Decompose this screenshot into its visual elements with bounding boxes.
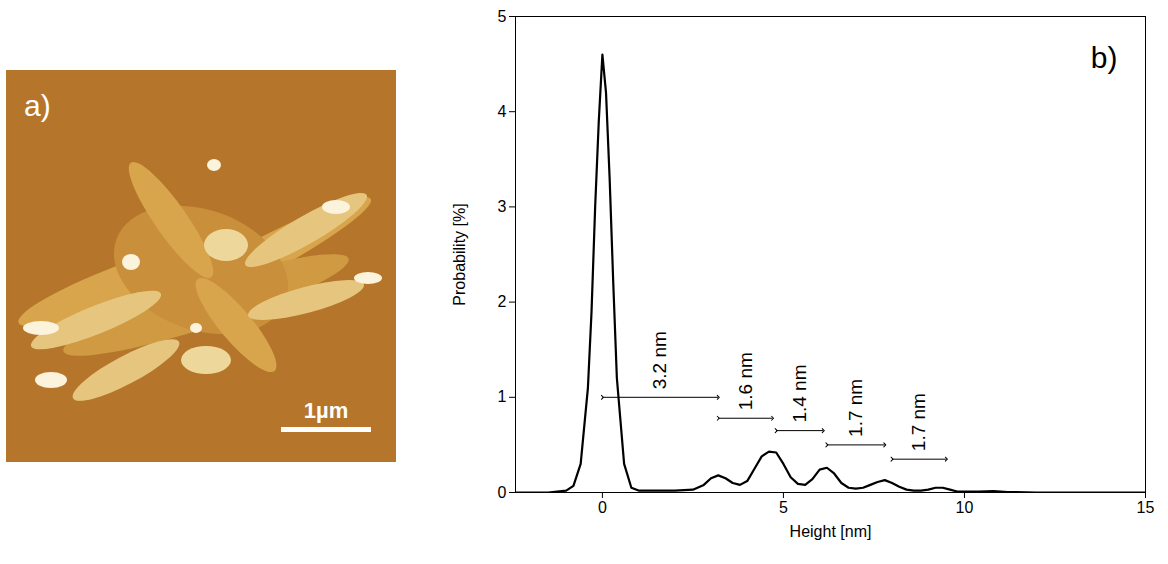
svg-text:Probability [%]: Probability [%] — [451, 203, 468, 305]
svg-text:1.6 nm: 1.6 nm — [734, 352, 755, 410]
svg-text:10: 10 — [956, 499, 974, 516]
svg-text:1µm: 1µm — [304, 398, 348, 423]
svg-text:1.7 nm: 1.7 nm — [908, 393, 929, 451]
svg-text:3.2 nm: 3.2 nm — [649, 331, 670, 389]
svg-text:15: 15 — [1137, 499, 1155, 516]
svg-text:0: 0 — [498, 484, 507, 501]
svg-text:b): b) — [1091, 41, 1118, 74]
svg-text:1.4 nm: 1.4 nm — [789, 365, 810, 423]
svg-text:0: 0 — [598, 499, 607, 516]
svg-text:2: 2 — [498, 293, 507, 310]
svg-text:1.7 nm: 1.7 nm — [845, 379, 866, 437]
svg-text:3: 3 — [498, 198, 507, 215]
svg-text:1: 1 — [498, 388, 507, 405]
svg-text:Height [nm]: Height [nm] — [790, 523, 872, 540]
svg-text:a): a) — [24, 89, 51, 122]
svg-text:4: 4 — [498, 103, 507, 120]
svg-text:5: 5 — [779, 499, 788, 516]
svg-text:5: 5 — [498, 8, 507, 25]
